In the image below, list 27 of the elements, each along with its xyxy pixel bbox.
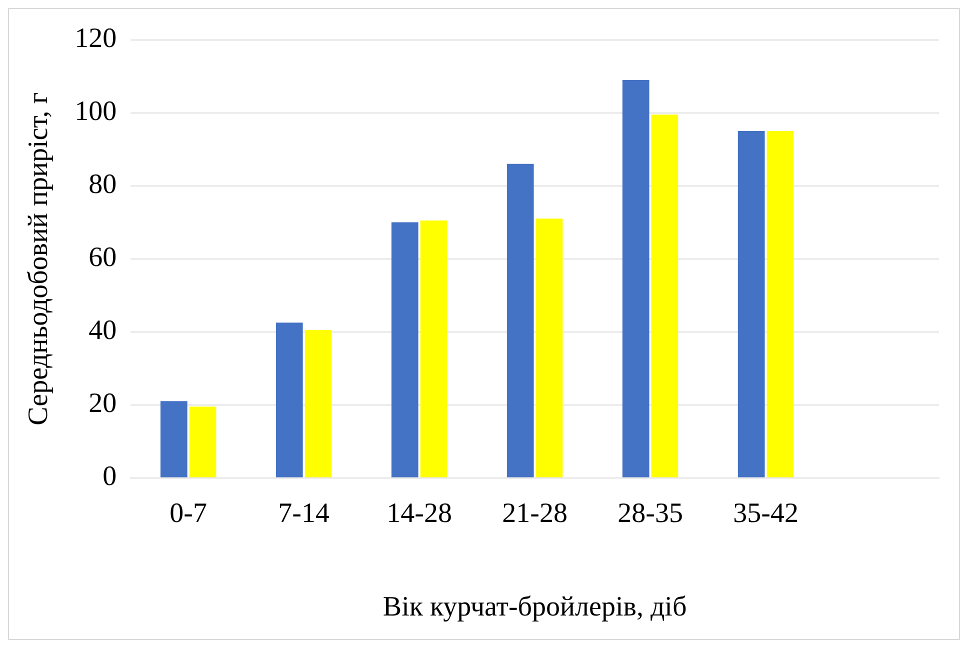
y-tick-label: 20 [88, 388, 117, 420]
x-tick-label: 7-14 [278, 498, 330, 529]
bar [766, 131, 794, 478]
bar [506, 164, 534, 478]
y-axis-title: Середньодобовий приріст, г [23, 92, 54, 426]
x-tick-label: 35-42 [733, 498, 798, 529]
x-tick-label: 14-28 [386, 498, 452, 529]
y-tick-label: 0 [102, 461, 117, 492]
bar [651, 114, 678, 478]
y-tick-label: 100 [74, 96, 117, 128]
bar [420, 220, 448, 478]
y-tick-label: 120 [74, 23, 117, 54]
bar [160, 401, 188, 478]
y-tick-label: 40 [88, 315, 117, 346]
y-tick-label: 60 [88, 242, 117, 274]
y-tick-label: 80 [88, 169, 117, 200]
bar [304, 330, 332, 478]
bar [276, 322, 303, 478]
x-tick-label: 21-28 [502, 498, 568, 529]
x-tick-label: 0-7 [170, 498, 208, 529]
x-axis-title: Вік курчат-бройлерів, діб [382, 592, 687, 623]
bar [738, 131, 765, 478]
bar [391, 222, 418, 478]
bar [189, 406, 216, 478]
bar [536, 218, 563, 478]
x-tick-label: 28-35 [618, 498, 683, 529]
bar [622, 80, 650, 478]
